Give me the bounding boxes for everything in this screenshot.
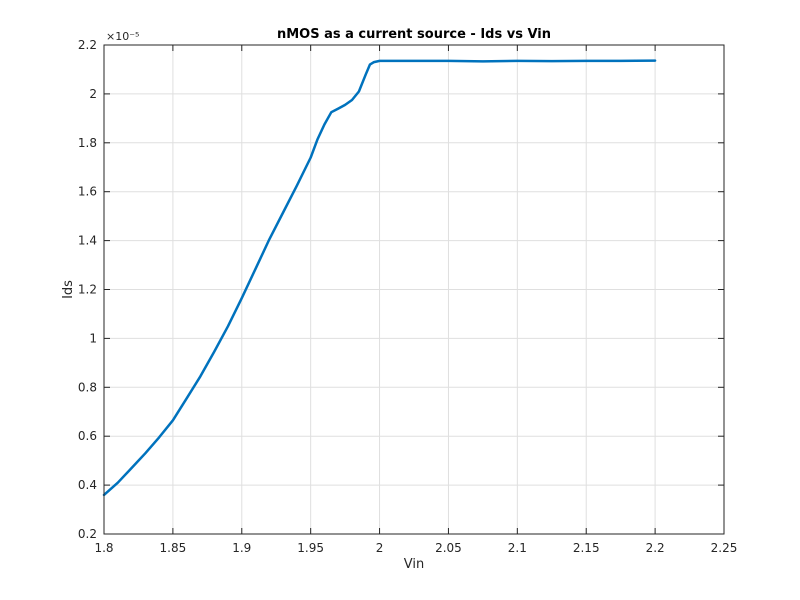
series-line	[102, 59, 657, 497]
x-tick-label: 1.9	[232, 541, 251, 555]
chart-title: nMOS as a current source - Ids vs Vin	[277, 27, 551, 42]
y-tick-label: 0.8	[78, 380, 97, 394]
ticks	[103, 44, 725, 535]
series-layer	[102, 59, 657, 497]
y-tick-labels: 0.2 0.4 0.6 0.8 1 1.2 1.4 1.6 1.8 2 2.2	[78, 38, 97, 541]
y-tick-label: 2	[89, 87, 97, 101]
x-tick-label: 2.1	[508, 541, 527, 555]
x-tick-label: 2	[376, 541, 384, 555]
x-tick-labels: 1.8 1.85 1.9 1.95 2 2.05 2.1 2.15 2.2 2.25	[94, 541, 737, 555]
y-tick-label: 1.6	[78, 185, 97, 199]
x-tick-label: 2.15	[573, 541, 600, 555]
y-axis-label: Ids	[61, 280, 76, 299]
x-tick-label: 1.85	[160, 541, 187, 555]
x-tick-label: 2.2	[646, 541, 665, 555]
x-axis-label: Vin	[404, 557, 424, 572]
x-tick-label: 1.8	[94, 541, 113, 555]
y-tick-label: 1.2	[78, 283, 97, 297]
y-tick-label: 0.2	[78, 527, 97, 541]
y-tick-label: 0.4	[78, 478, 97, 492]
y-exponent-label: ×10⁻⁵	[106, 30, 139, 43]
y-tick-label: 1	[89, 331, 97, 345]
y-tick-label: 1.4	[78, 234, 97, 248]
y-tick-label: 1.8	[78, 136, 97, 150]
x-tick-label: 2.25	[711, 541, 738, 555]
x-tick-label: 1.95	[297, 541, 324, 555]
y-tick-label: 2.2	[78, 38, 97, 52]
y-tick-label: 0.6	[78, 429, 97, 443]
x-tick-label: 2.05	[435, 541, 462, 555]
